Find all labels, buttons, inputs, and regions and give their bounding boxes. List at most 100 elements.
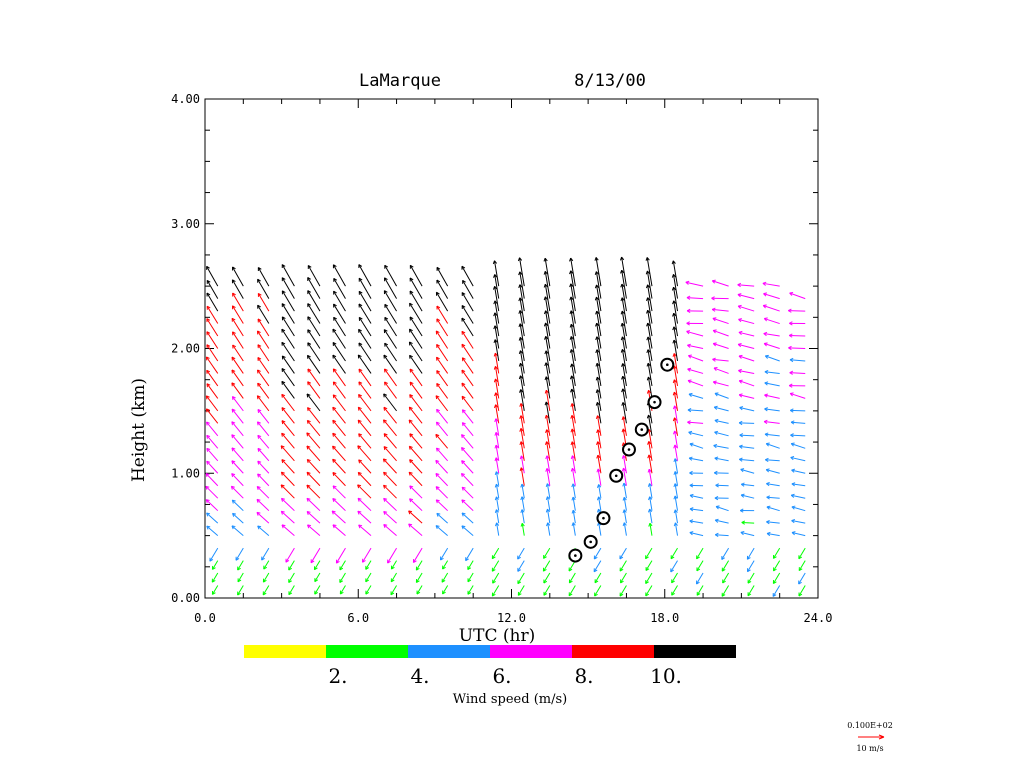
wind-vector-shaft	[495, 496, 500, 511]
wind-vector	[281, 355, 295, 374]
wind-vector-shaft	[647, 310, 653, 337]
wind-vector-head	[543, 322, 549, 327]
wind-vector	[766, 519, 780, 525]
wind-vector-head	[790, 408, 794, 413]
wind-vector	[747, 585, 755, 597]
wind-vector-head	[544, 441, 550, 445]
wind-vector-shaft	[358, 291, 372, 312]
wind-vector-shaft	[442, 585, 449, 595]
wind-vector	[790, 442, 806, 449]
wind-vector-head	[461, 409, 466, 414]
wind-vector-shaft	[712, 280, 729, 287]
wind-vector-head	[646, 414, 652, 419]
wind-vector-head	[461, 382, 466, 387]
wind-vector-shaft	[596, 363, 602, 387]
wind-vector	[772, 547, 781, 559]
wind-vector-shaft	[673, 287, 679, 312]
wind-vector-head	[383, 510, 388, 515]
wind-vector-head	[545, 468, 550, 472]
wind-vector-shaft	[674, 430, 679, 449]
wind-vector-head	[622, 522, 627, 527]
wind-vector-head	[231, 369, 236, 374]
wind-vector-head	[365, 565, 370, 570]
wind-vector	[491, 547, 500, 560]
wind-vector	[461, 330, 474, 349]
wind-vector-shaft	[623, 522, 627, 536]
wind-vector	[570, 415, 576, 436]
wind-vector-shaft	[671, 585, 678, 596]
wind-vector	[543, 322, 551, 349]
wind-vector-head	[595, 310, 600, 315]
wind-vector-head	[416, 590, 421, 595]
wind-vector-shaft	[595, 257, 602, 287]
wind-vector-shaft	[495, 392, 500, 411]
wind-vector-head	[647, 508, 653, 513]
wind-vector	[357, 510, 372, 524]
wind-vector-shaft	[647, 322, 653, 349]
wind-vector	[546, 522, 551, 536]
wind-vector	[519, 389, 525, 411]
wind-vector-head	[621, 467, 627, 472]
wind-vector-shaft	[647, 376, 653, 399]
wind-vector-shaft	[462, 409, 474, 424]
wind-vector	[737, 304, 755, 312]
wind-vector-shaft	[332, 419, 346, 437]
wind-vector	[798, 572, 806, 585]
wind-vector	[493, 325, 500, 349]
wind-vector-head	[791, 505, 796, 510]
wind-vector	[384, 316, 397, 337]
wind-vector-shaft	[620, 572, 627, 584]
wind-vector-shaft	[789, 334, 806, 337]
wind-vector	[206, 292, 219, 312]
wind-vector-shaft	[288, 585, 295, 595]
wind-vector-shaft	[595, 296, 602, 324]
wind-vector-shaft	[737, 293, 755, 300]
wind-vector-head	[436, 356, 440, 361]
wind-vector-shaft	[288, 572, 295, 583]
wind-vector-shaft	[671, 572, 678, 584]
wind-vector	[281, 420, 295, 437]
wind-vector	[765, 468, 780, 474]
wind-vector	[358, 264, 372, 287]
wind-vector-head	[686, 330, 691, 335]
wind-vector-head	[409, 302, 413, 307]
wind-vector-shaft	[673, 353, 679, 374]
y-tick-label: 2.00	[171, 342, 200, 356]
wind-vector	[415, 572, 423, 583]
wind-vector-shaft	[788, 347, 806, 349]
wind-vector-shaft	[307, 316, 321, 337]
wind-vector-shaft	[339, 560, 346, 571]
wind-vector-shaft	[384, 368, 397, 387]
wind-vector-shaft	[570, 310, 576, 337]
wind-vector-head	[257, 318, 262, 323]
wind-vector	[673, 444, 679, 461]
x-tick-label: 0.0	[194, 611, 216, 625]
wind-vector-shaft	[384, 264, 397, 287]
wind-vector-shaft	[520, 467, 525, 486]
wind-vector-head	[206, 265, 210, 270]
wind-vector-shaft	[281, 328, 295, 349]
wind-vector-head	[461, 369, 466, 374]
wind-vector-shaft	[440, 547, 449, 561]
wind-vector-shaft	[766, 533, 780, 537]
wind-vector-shaft	[436, 512, 448, 524]
wind-vector-head	[206, 344, 211, 349]
wind-vector-shaft	[521, 496, 525, 511]
wind-vector-shaft	[358, 342, 372, 362]
wind-vector-shaft	[713, 381, 729, 387]
wind-vector-head	[357, 445, 362, 450]
wind-vector-shaft	[436, 305, 449, 324]
wind-vector-shaft	[791, 443, 806, 449]
wind-vector	[288, 560, 295, 571]
wind-vector	[230, 485, 244, 499]
wind-vector-shaft	[467, 572, 474, 583]
wind-vector-shaft	[598, 484, 602, 499]
wind-vector-shaft	[332, 394, 346, 412]
wind-vector	[314, 585, 321, 595]
wind-vector-shaft	[673, 313, 679, 337]
wind-vector	[595, 389, 602, 411]
wind-vector-shaft	[546, 468, 551, 486]
wind-vector-head	[689, 493, 694, 499]
wind-vector-head	[358, 277, 363, 282]
wind-vector	[672, 405, 679, 424]
